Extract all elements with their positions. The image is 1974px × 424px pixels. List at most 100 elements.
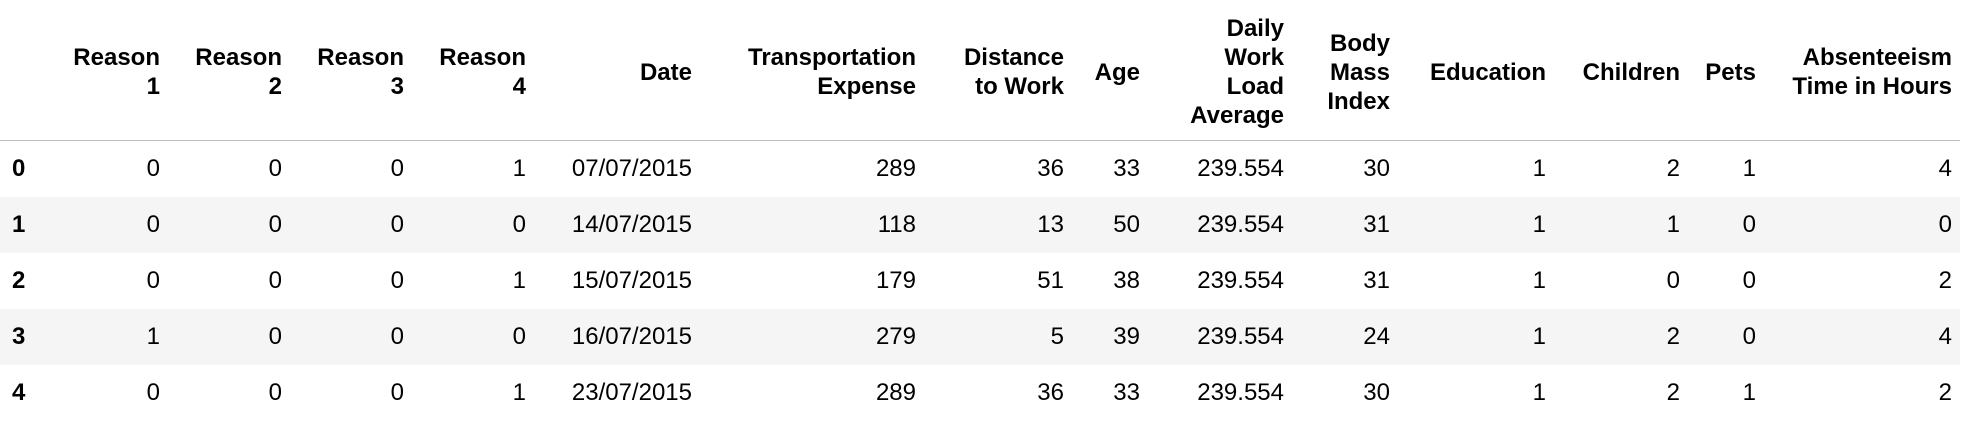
column-header-line: Reason <box>439 44 526 71</box>
column-header-line: 1 <box>146 73 160 100</box>
cell-body-mass-index: 31 <box>1363 210 1390 238</box>
column-header-line: Children <box>1582 58 1680 86</box>
column-header-reason-3: Reason 3 <box>290 0 412 141</box>
column-header-reason-4: Reason 4 <box>412 0 534 141</box>
cell-reason-4: 1 <box>512 266 526 294</box>
cell-reason-1: 0 <box>146 154 160 182</box>
cell-reason-3: 0 <box>390 266 404 294</box>
cell-body-mass-index: 30 <box>1363 154 1390 182</box>
index-header <box>0 0 46 141</box>
column-header-reason-1: Reason 1 <box>46 0 168 141</box>
table-row: 4 0 0 0 1 23/07/2015 289 36 33 239.554 30 1 2 1 2 <box>0 365 1960 421</box>
cell-reason-1: 1 <box>146 322 160 350</box>
cell-distance-to-work: 51 <box>1037 266 1064 294</box>
column-header-children: Children <box>1554 0 1688 141</box>
cell-reason-2: 0 <box>268 322 282 350</box>
column-header-line: Index <box>1327 87 1390 115</box>
cell-body-mass-index: 31 <box>1363 266 1390 294</box>
cell-daily-work-load-average: 239.554 <box>1197 322 1284 350</box>
column-header-line: Work <box>1224 44 1284 71</box>
column-header-line: Transportation <box>747 44 916 71</box>
cell-body-mass-index: 30 <box>1363 378 1390 406</box>
cell-date: 14/07/2015 <box>571 210 692 238</box>
column-header-reason-2: Reason 2 <box>168 0 290 141</box>
cell-reason-1: 0 <box>146 266 160 294</box>
column-header-line: Date <box>639 58 692 86</box>
cell-reason-3: 0 <box>390 210 404 238</box>
cell-age: 33 <box>1113 154 1140 182</box>
row-index: 4 <box>12 378 26 406</box>
cell-reason-2: 0 <box>268 378 282 406</box>
column-header-line: 2 <box>268 73 282 100</box>
cell-transportation-expense: 289 <box>875 154 916 182</box>
header-row: Reason 1 Reason 2 Reason 3 Reason 4 Date Transpor… <box>0 0 1960 141</box>
column-header-line: Mass <box>1329 58 1390 86</box>
cell-education: 1 <box>1532 378 1546 406</box>
cell-age: 39 <box>1113 322 1140 350</box>
row-index: 1 <box>12 210 26 238</box>
cell-distance-to-work: 36 <box>1037 378 1064 406</box>
column-header-education: Education <box>1398 0 1554 141</box>
cell-pets: 0 <box>1742 210 1756 238</box>
cell-absenteeism-time-in-hours: 4 <box>1938 154 1952 182</box>
cell-pets: 1 <box>1742 154 1756 182</box>
column-header-line: Expense <box>817 73 916 100</box>
cell-children: 2 <box>1666 154 1680 182</box>
table-body: 0 0 0 0 1 07/07/2015 289 36 33 239.554 30 1 2 1 4 1 0 0 0 0… <box>0 141 1960 421</box>
column-header-daily-work-load-average: Daily Work Load Average <box>1148 0 1292 141</box>
cell-reason-3: 0 <box>390 154 404 182</box>
column-header-line: Body <box>1330 29 1390 57</box>
cell-absenteeism-time-in-hours: 0 <box>1938 210 1952 238</box>
cell-reason-4: 1 <box>512 154 526 182</box>
column-header-pets: Pets <box>1688 0 1764 141</box>
cell-absenteeism-time-in-hours: 2 <box>1938 378 1952 406</box>
cell-age: 50 <box>1113 210 1140 238</box>
cell-daily-work-load-average: 239.554 <box>1197 210 1284 238</box>
cell-children: 2 <box>1666 322 1680 350</box>
column-header-date: Date <box>534 0 700 141</box>
cell-reason-3: 0 <box>390 378 404 406</box>
table-header: Reason 1 Reason 2 Reason 3 Reason 4 Date Transpor… <box>0 0 1960 141</box>
cell-pets: 0 <box>1742 322 1756 350</box>
cell-reason-2: 0 <box>268 154 282 182</box>
cell-distance-to-work: 13 <box>1037 210 1064 238</box>
table-row: 0 0 0 0 1 07/07/2015 289 36 33 239.554 30 1 2 1 4 <box>0 141 1960 197</box>
column-header-line: Distance <box>963 44 1064 71</box>
column-header-line: Reason <box>317 44 404 71</box>
column-header-line: Reason <box>195 44 282 71</box>
cell-reason-2: 0 <box>268 266 282 294</box>
cell-children: 1 <box>1666 210 1680 238</box>
column-header-transportation-expense: Transportation Expense <box>700 0 924 141</box>
column-header-line: to Work <box>975 73 1064 100</box>
cell-reason-4: 0 <box>512 210 526 238</box>
cell-body-mass-index: 24 <box>1363 322 1390 350</box>
column-header-line: 4 <box>512 73 526 100</box>
column-header-line: Education <box>1429 58 1546 86</box>
column-header-line: Reason <box>73 44 160 71</box>
cell-date: 16/07/2015 <box>571 322 692 350</box>
column-header-line: Time in Hours <box>1792 73 1952 100</box>
cell-reason-4: 1 <box>512 378 526 406</box>
row-index: 3 <box>12 322 26 350</box>
column-header-age: Age <box>1072 0 1148 141</box>
column-header-line: Average <box>1190 102 1284 129</box>
column-header-line: Load <box>1226 73 1284 100</box>
cell-reason-2: 0 <box>268 210 282 238</box>
cell-distance-to-work: 36 <box>1037 154 1064 182</box>
column-header-body-mass-index: Body Mass Index <box>1292 0 1398 141</box>
cell-daily-work-load-average: 239.554 <box>1197 266 1284 294</box>
cell-education: 1 <box>1532 322 1546 350</box>
cell-reason-1: 0 <box>146 378 160 406</box>
column-header-line: Pets <box>1705 58 1756 86</box>
cell-children: 2 <box>1666 378 1680 406</box>
table-row: 1 0 0 0 0 14/07/2015 118 13 50 239.554 31 1 1 0 0 <box>0 196 1960 253</box>
cell-date: 15/07/2015 <box>571 266 692 294</box>
cell-absenteeism-time-in-hours: 4 <box>1938 322 1952 350</box>
row-index: 2 <box>12 266 26 294</box>
cell-absenteeism-time-in-hours: 2 <box>1938 266 1952 294</box>
column-header-absenteeism-time-in-hours: Absenteeism Time in Hours <box>1764 0 1960 141</box>
cell-children: 0 <box>1666 266 1680 294</box>
cell-daily-work-load-average: 239.554 <box>1197 378 1284 406</box>
